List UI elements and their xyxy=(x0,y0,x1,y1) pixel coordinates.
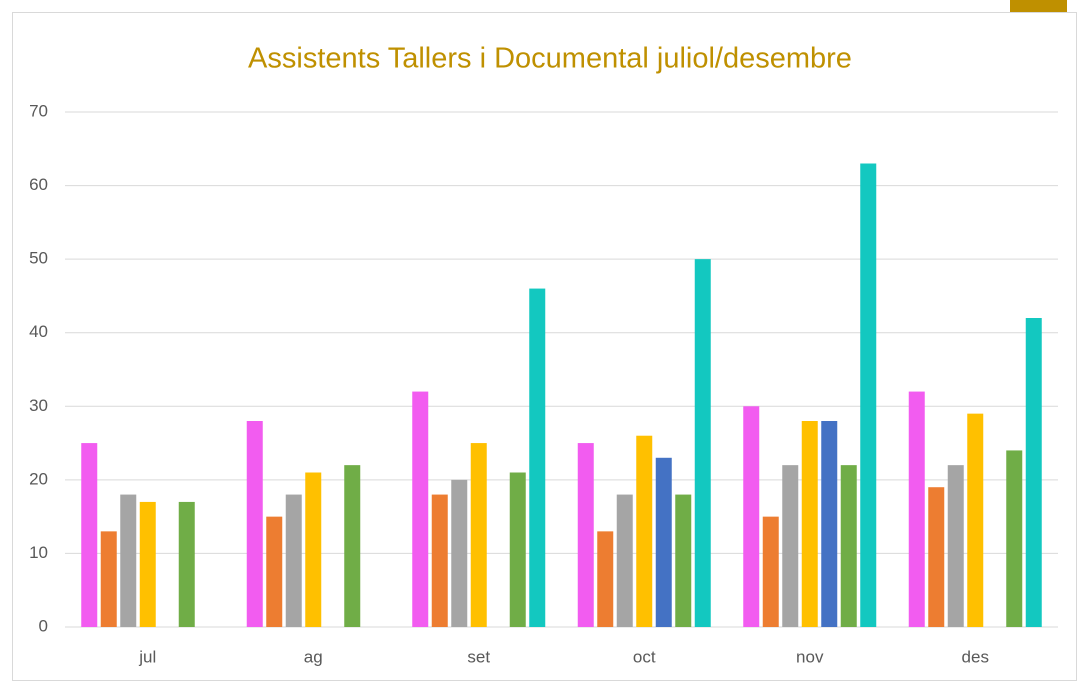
y-tick-label: 40 xyxy=(29,322,48,341)
corner-tab xyxy=(1010,0,1067,12)
chart-title: Assistents Tallers i Documental juliol/d… xyxy=(248,43,852,75)
bar xyxy=(451,479,468,627)
bar xyxy=(636,435,653,627)
bar xyxy=(412,391,429,627)
bar xyxy=(694,259,711,627)
bar xyxy=(246,421,263,627)
bar xyxy=(967,413,984,627)
bar xyxy=(139,501,156,627)
y-tick-label: 10 xyxy=(29,543,48,562)
bar xyxy=(782,465,799,627)
y-tick-label: 50 xyxy=(29,249,48,268)
bar xyxy=(655,457,672,627)
bar xyxy=(305,472,322,627)
bar xyxy=(1025,318,1042,627)
bar xyxy=(431,494,448,627)
bar xyxy=(529,288,546,627)
x-tick-label: nov xyxy=(796,647,824,666)
bar xyxy=(470,443,487,627)
bar xyxy=(344,465,361,627)
bar xyxy=(178,501,195,627)
bar xyxy=(928,487,945,627)
bar xyxy=(81,443,98,627)
x-tick-label: ag xyxy=(304,647,323,666)
bar xyxy=(266,516,283,627)
bar xyxy=(821,421,838,627)
y-tick-label: 70 xyxy=(29,101,48,120)
x-tick-label: jul xyxy=(138,647,156,666)
bar xyxy=(947,465,964,627)
bar xyxy=(860,163,877,627)
bar xyxy=(840,465,857,627)
bar xyxy=(120,494,137,627)
bar xyxy=(801,421,818,627)
bar xyxy=(908,391,925,627)
y-tick-label: 0 xyxy=(39,616,48,635)
y-tick-label: 60 xyxy=(29,175,48,194)
bar xyxy=(577,443,594,627)
bar xyxy=(616,494,633,627)
x-tick-label: des xyxy=(962,647,989,666)
bar xyxy=(509,472,526,627)
bar xyxy=(597,531,614,627)
bar xyxy=(675,494,692,627)
x-tick-label: set xyxy=(467,647,490,666)
y-tick-label: 30 xyxy=(29,396,48,415)
x-tick-label: oct xyxy=(633,647,656,666)
bar xyxy=(1006,450,1023,627)
bar xyxy=(285,494,302,627)
bar xyxy=(762,516,779,627)
bar xyxy=(743,406,760,627)
bar xyxy=(100,531,117,627)
y-tick-label: 20 xyxy=(29,469,48,488)
